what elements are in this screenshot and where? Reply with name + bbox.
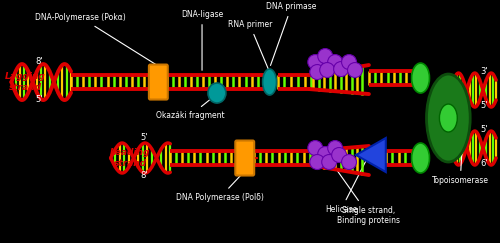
Text: 8': 8' [36,57,43,66]
Text: Lagging
strand: Lagging strand [5,72,46,92]
Text: DNA Polymerase (Polδ): DNA Polymerase (Polδ) [176,172,264,202]
Ellipse shape [262,69,276,95]
Text: DNA primase: DNA primase [266,2,316,65]
Text: DNA-ligase: DNA-ligase [181,10,223,70]
Ellipse shape [426,74,470,162]
Text: 8': 8' [140,171,148,180]
Ellipse shape [412,63,430,93]
Circle shape [310,65,324,79]
Ellipse shape [208,83,226,103]
Text: DNA-Polymerase (Pokα): DNA-Polymerase (Pokα) [36,13,156,65]
Text: 5': 5' [140,133,148,142]
Circle shape [320,62,334,78]
FancyBboxPatch shape [149,65,168,100]
Text: Leading
strand: Leading strand [110,148,151,168]
Text: Okazáki fragment: Okazáki fragment [156,96,224,120]
Circle shape [328,140,342,156]
Circle shape [332,148,346,163]
Circle shape [342,55,356,69]
Circle shape [348,62,362,78]
Text: RNA primer: RNA primer [228,20,272,69]
Circle shape [308,140,322,156]
Text: 6': 6' [480,159,488,168]
Circle shape [322,155,336,170]
Text: Helicase: Helicase [325,157,368,214]
Circle shape [318,147,332,162]
Text: 5': 5' [36,95,43,104]
Ellipse shape [440,104,458,132]
Text: Single strand,
Binding proteins: Single strand, Binding proteins [333,164,400,225]
Circle shape [318,49,332,64]
FancyBboxPatch shape [236,140,254,175]
Text: Topoisomerase: Topoisomerase [432,148,489,185]
Circle shape [308,55,322,69]
Circle shape [310,155,324,170]
Text: 5': 5' [480,101,488,110]
Polygon shape [356,138,386,172]
Text: 5': 5' [480,125,488,134]
Text: 3': 3' [480,67,488,76]
Ellipse shape [412,143,430,173]
Circle shape [342,155,356,170]
Circle shape [328,55,342,69]
Circle shape [334,61,348,77]
